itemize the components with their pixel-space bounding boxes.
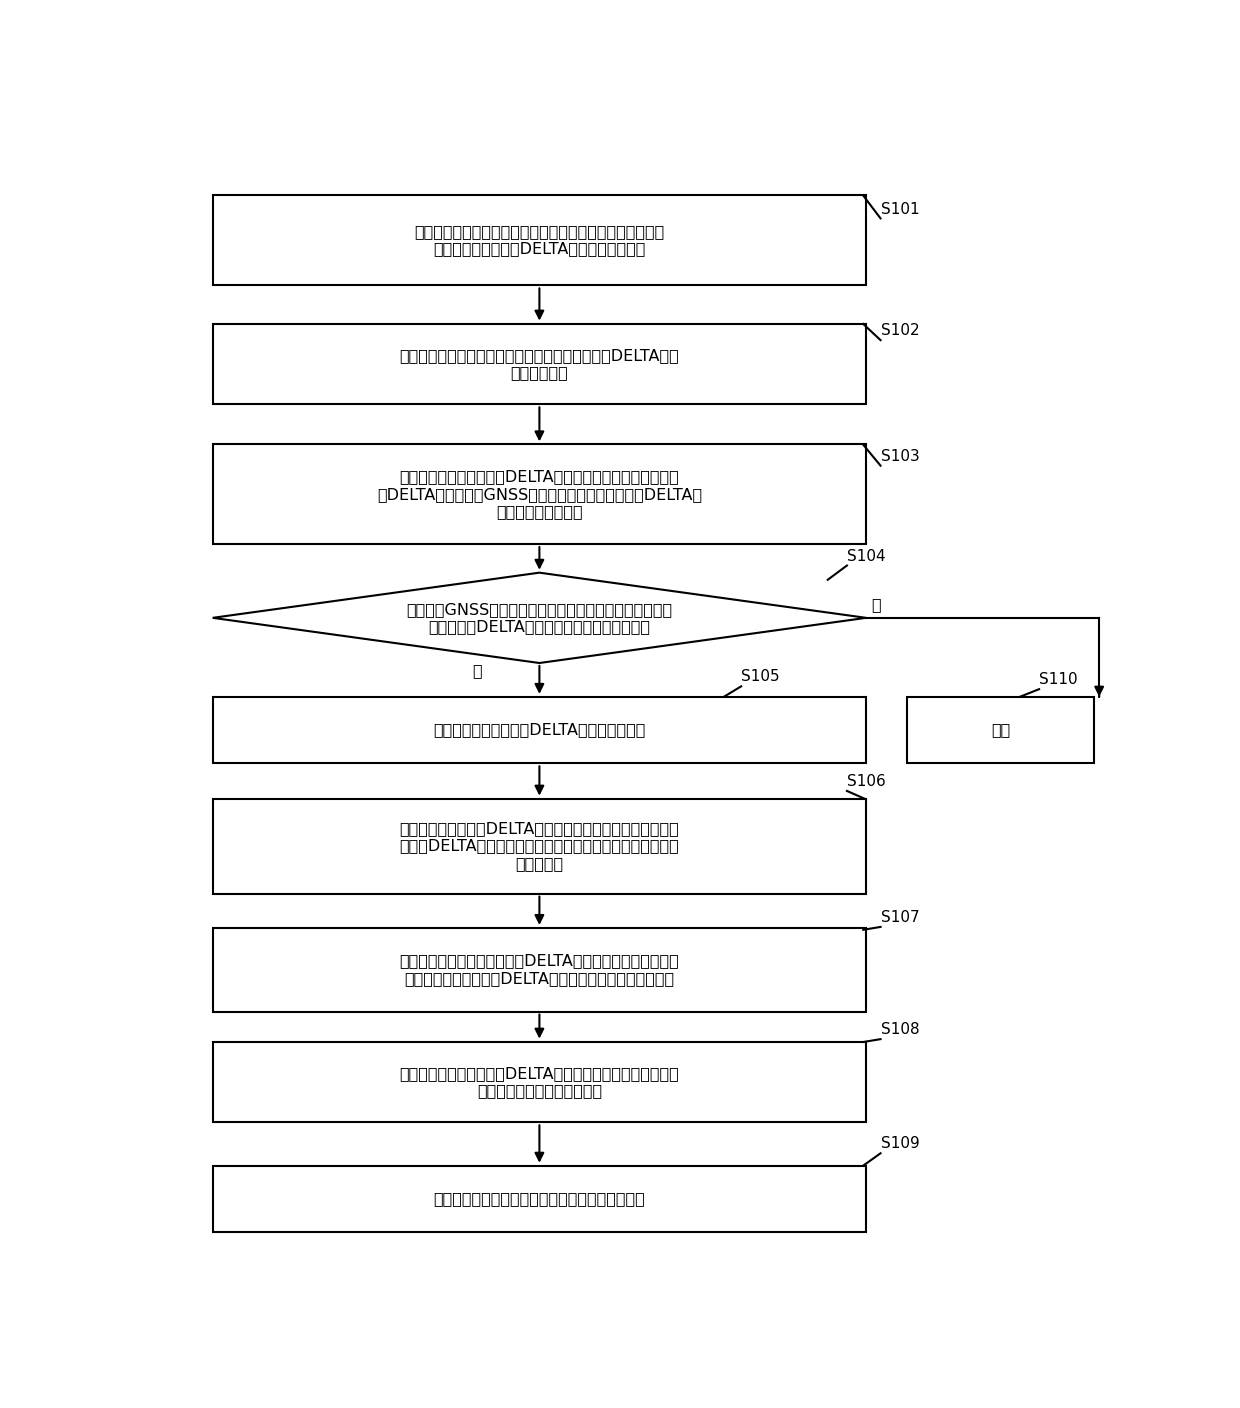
Polygon shape	[213, 573, 866, 663]
Text: 利用测距方法，精确定位DELTA机器人与目标对象之间的距离
，并对目标对象状态进行预测: 利用测距方法，精确定位DELTA机器人与目标对象之间的距离 ，并对目标对象状态进…	[399, 1066, 680, 1098]
Text: 在运动控制系统控制DELTA机器人操作过程中，视觉系统构建
每一台DELTA机器人下的目标追踪模型，对目标对象图像进行
采集与处理: 在运动控制系统控制DELTA机器人操作过程中，视觉系统构建 每一台DELTA机器…	[399, 821, 680, 872]
FancyBboxPatch shape	[213, 324, 866, 404]
Text: 运用图像处理的方法对每一台DELTA机器人的操作状态进行检
测和识别，获得每一台DELTA机器人操作过程下的目标对象: 运用图像处理的方法对每一台DELTA机器人的操作状态进行检 测和识别，获得每一台…	[399, 953, 680, 986]
Text: 运动控制系统中的通信模块接收远程控制指令，所述远程控
制指令包括至少两台DELTA机器人的位置信息: 运动控制系统中的通信模块接收远程控制指令，所述远程控 制指令包括至少两台DELT…	[414, 224, 665, 256]
Text: 是: 是	[472, 663, 482, 679]
FancyBboxPatch shape	[213, 928, 866, 1011]
Text: S103: S103	[880, 449, 919, 463]
Text: 启动运动控制系统控制DELTA机器人协同操作: 启动运动控制系统控制DELTA机器人协同操作	[433, 722, 646, 738]
FancyBboxPatch shape	[213, 697, 866, 763]
Text: 判断所述GNSS模块定位解析的位置信息与远程控制指令中
的至少两台DELTA机器人的位置信息是否相匹配: 判断所述GNSS模块定位解析的位置信息与远程控制指令中 的至少两台DELTA机器…	[407, 601, 672, 634]
FancyBboxPatch shape	[213, 445, 866, 543]
Text: S102: S102	[880, 324, 919, 338]
Text: S108: S108	[880, 1022, 919, 1038]
FancyBboxPatch shape	[213, 196, 866, 286]
Text: S110: S110	[1039, 672, 1078, 687]
Text: S109: S109	[880, 1136, 919, 1152]
FancyBboxPatch shape	[213, 1166, 866, 1232]
FancyBboxPatch shape	[213, 1042, 866, 1122]
Text: S106: S106	[847, 774, 885, 788]
Text: 运动控制系统解析所述远程控制指令中的至少两台DELTA机器
人的位置信息: 运动控制系统解析所述远程控制指令中的至少两台DELTA机器 人的位置信息	[399, 348, 680, 380]
Text: 视觉系统根据预测及时跟踪目标对象下一个状态值: 视觉系统根据预测及时跟踪目标对象下一个状态值	[434, 1191, 645, 1207]
Text: 结束: 结束	[991, 722, 1011, 738]
Text: 否: 否	[870, 597, 880, 612]
Text: S101: S101	[880, 201, 919, 217]
Text: 运动控制系统向至少两台DELTA机器人发送指令，触发至少两
台DELTA机器人上的GNSS模块定位解析所述至少两台DELTA机
器人所在的位置信息: 运动控制系统向至少两台DELTA机器人发送指令，触发至少两 台DELTA机器人上…	[377, 469, 702, 520]
Text: S105: S105	[742, 669, 780, 684]
Text: S104: S104	[847, 549, 885, 563]
FancyBboxPatch shape	[213, 798, 866, 894]
Text: S107: S107	[880, 910, 919, 925]
FancyBboxPatch shape	[906, 697, 1095, 763]
